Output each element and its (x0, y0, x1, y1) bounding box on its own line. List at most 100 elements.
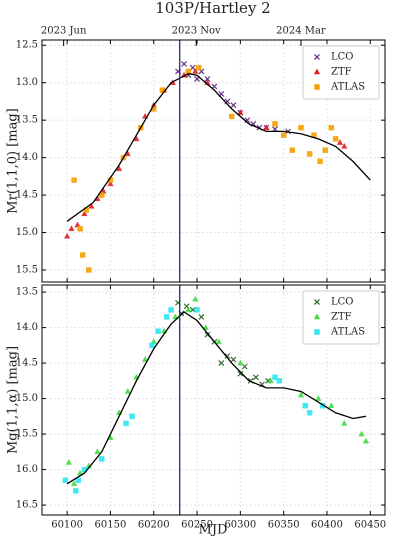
data-point (172, 313, 179, 320)
data-point (63, 232, 71, 239)
data-point (149, 342, 155, 349)
y-tick-label: 15.0 (16, 393, 38, 404)
fit-curve (66, 311, 367, 485)
data-point (123, 420, 129, 427)
data-point (263, 124, 270, 130)
y-tick-label: 14.0 (16, 152, 38, 163)
data-point (204, 76, 211, 82)
legend-label: ZTF (331, 67, 352, 78)
legend-marker (314, 299, 320, 305)
data-point (194, 307, 200, 313)
data-point (272, 121, 278, 127)
data-point (228, 113, 235, 120)
data-point (218, 360, 225, 367)
data-point (168, 307, 174, 313)
plot-frame (41, 284, 386, 516)
data-point (237, 370, 244, 377)
data-point (230, 356, 237, 363)
data-point (306, 410, 313, 416)
data-point (75, 477, 82, 483)
x-tick-label: 60450 (354, 520, 386, 531)
data-point (129, 413, 135, 420)
x-tick-label: 60200 (138, 520, 170, 531)
data-point (224, 353, 231, 359)
x-tick-label: 60250 (181, 520, 213, 531)
y-tick-label: 16.5 (16, 500, 38, 511)
data-point (276, 378, 283, 384)
legend-label: LCO (331, 52, 354, 63)
data-point (115, 165, 123, 172)
x2-tick-label: 2023 Nov (172, 26, 221, 37)
data-point (99, 192, 105, 198)
data-point (81, 210, 88, 217)
x-axis-label: MJD (199, 523, 228, 538)
data-point (328, 402, 335, 408)
data-point (311, 132, 317, 138)
data-point (317, 158, 323, 165)
legend-marker (313, 313, 321, 320)
y-tick-label: 15.5 (16, 265, 38, 276)
legend-label: ATLAS (330, 82, 365, 93)
data-point (237, 359, 244, 366)
y-tick-label: 13.5 (16, 115, 38, 126)
x-tick-label: 60150 (95, 520, 127, 531)
data-point (70, 480, 78, 487)
data-point (302, 402, 309, 409)
data-point (79, 252, 86, 258)
data-point (77, 226, 83, 232)
legend-box (302, 45, 380, 100)
data-point (141, 356, 149, 362)
y-tick-label: 13.0 (16, 77, 38, 88)
x-tick-label: 60400 (311, 520, 343, 531)
x-tick-label: 60300 (224, 520, 256, 531)
data-point (198, 314, 205, 320)
data-point (341, 419, 348, 426)
data-point (253, 374, 259, 381)
data-point (196, 64, 202, 71)
data-point (362, 437, 370, 444)
y-axis-label: Mg(1,1,α) [mag] (6, 346, 21, 454)
x-tick-label: 60350 (268, 520, 300, 531)
data-point (322, 147, 328, 153)
x-tick-label: 60100 (51, 520, 83, 531)
data-point (86, 267, 92, 273)
data-point (185, 306, 192, 313)
y-tick-label: 13.5 (16, 287, 38, 298)
x2-tick-label: 2024 Mar (276, 26, 326, 37)
chart-title: 103P/Hartley 2 (155, 0, 270, 17)
data-point (204, 331, 211, 338)
legend-marker (314, 329, 320, 335)
data-point (328, 124, 335, 131)
data-point (244, 117, 251, 124)
data-point (124, 387, 131, 394)
data-point (68, 225, 75, 232)
y-tick-label: 14.5 (16, 358, 38, 369)
data-point (315, 395, 322, 401)
data-point (202, 324, 209, 330)
x2-tick-label: 2023 Jun (41, 26, 87, 37)
legend-label: LCO (331, 297, 354, 308)
y-tick-label: 14.5 (16, 190, 38, 201)
legend-marker (314, 84, 320, 90)
y-tick-label: 16.0 (16, 464, 38, 475)
y-tick-label: 14.0 (16, 322, 38, 333)
data-point (62, 477, 69, 483)
legend-marker (314, 54, 320, 60)
data-point (336, 139, 344, 145)
data-point (230, 102, 237, 109)
y-tick-label: 12.5 (16, 40, 38, 51)
y-axis-label: Mr(1,1,0) [mag] (6, 108, 21, 213)
data-point (237, 109, 244, 115)
data-point (341, 142, 348, 149)
data-point (155, 328, 161, 334)
data-point (297, 391, 305, 398)
data-point (163, 314, 170, 320)
data-point (289, 147, 296, 153)
legend-label: ZTF (331, 312, 352, 323)
data-point (306, 151, 313, 157)
data-point (71, 177, 77, 183)
data-point (332, 136, 339, 142)
data-point (94, 448, 101, 455)
